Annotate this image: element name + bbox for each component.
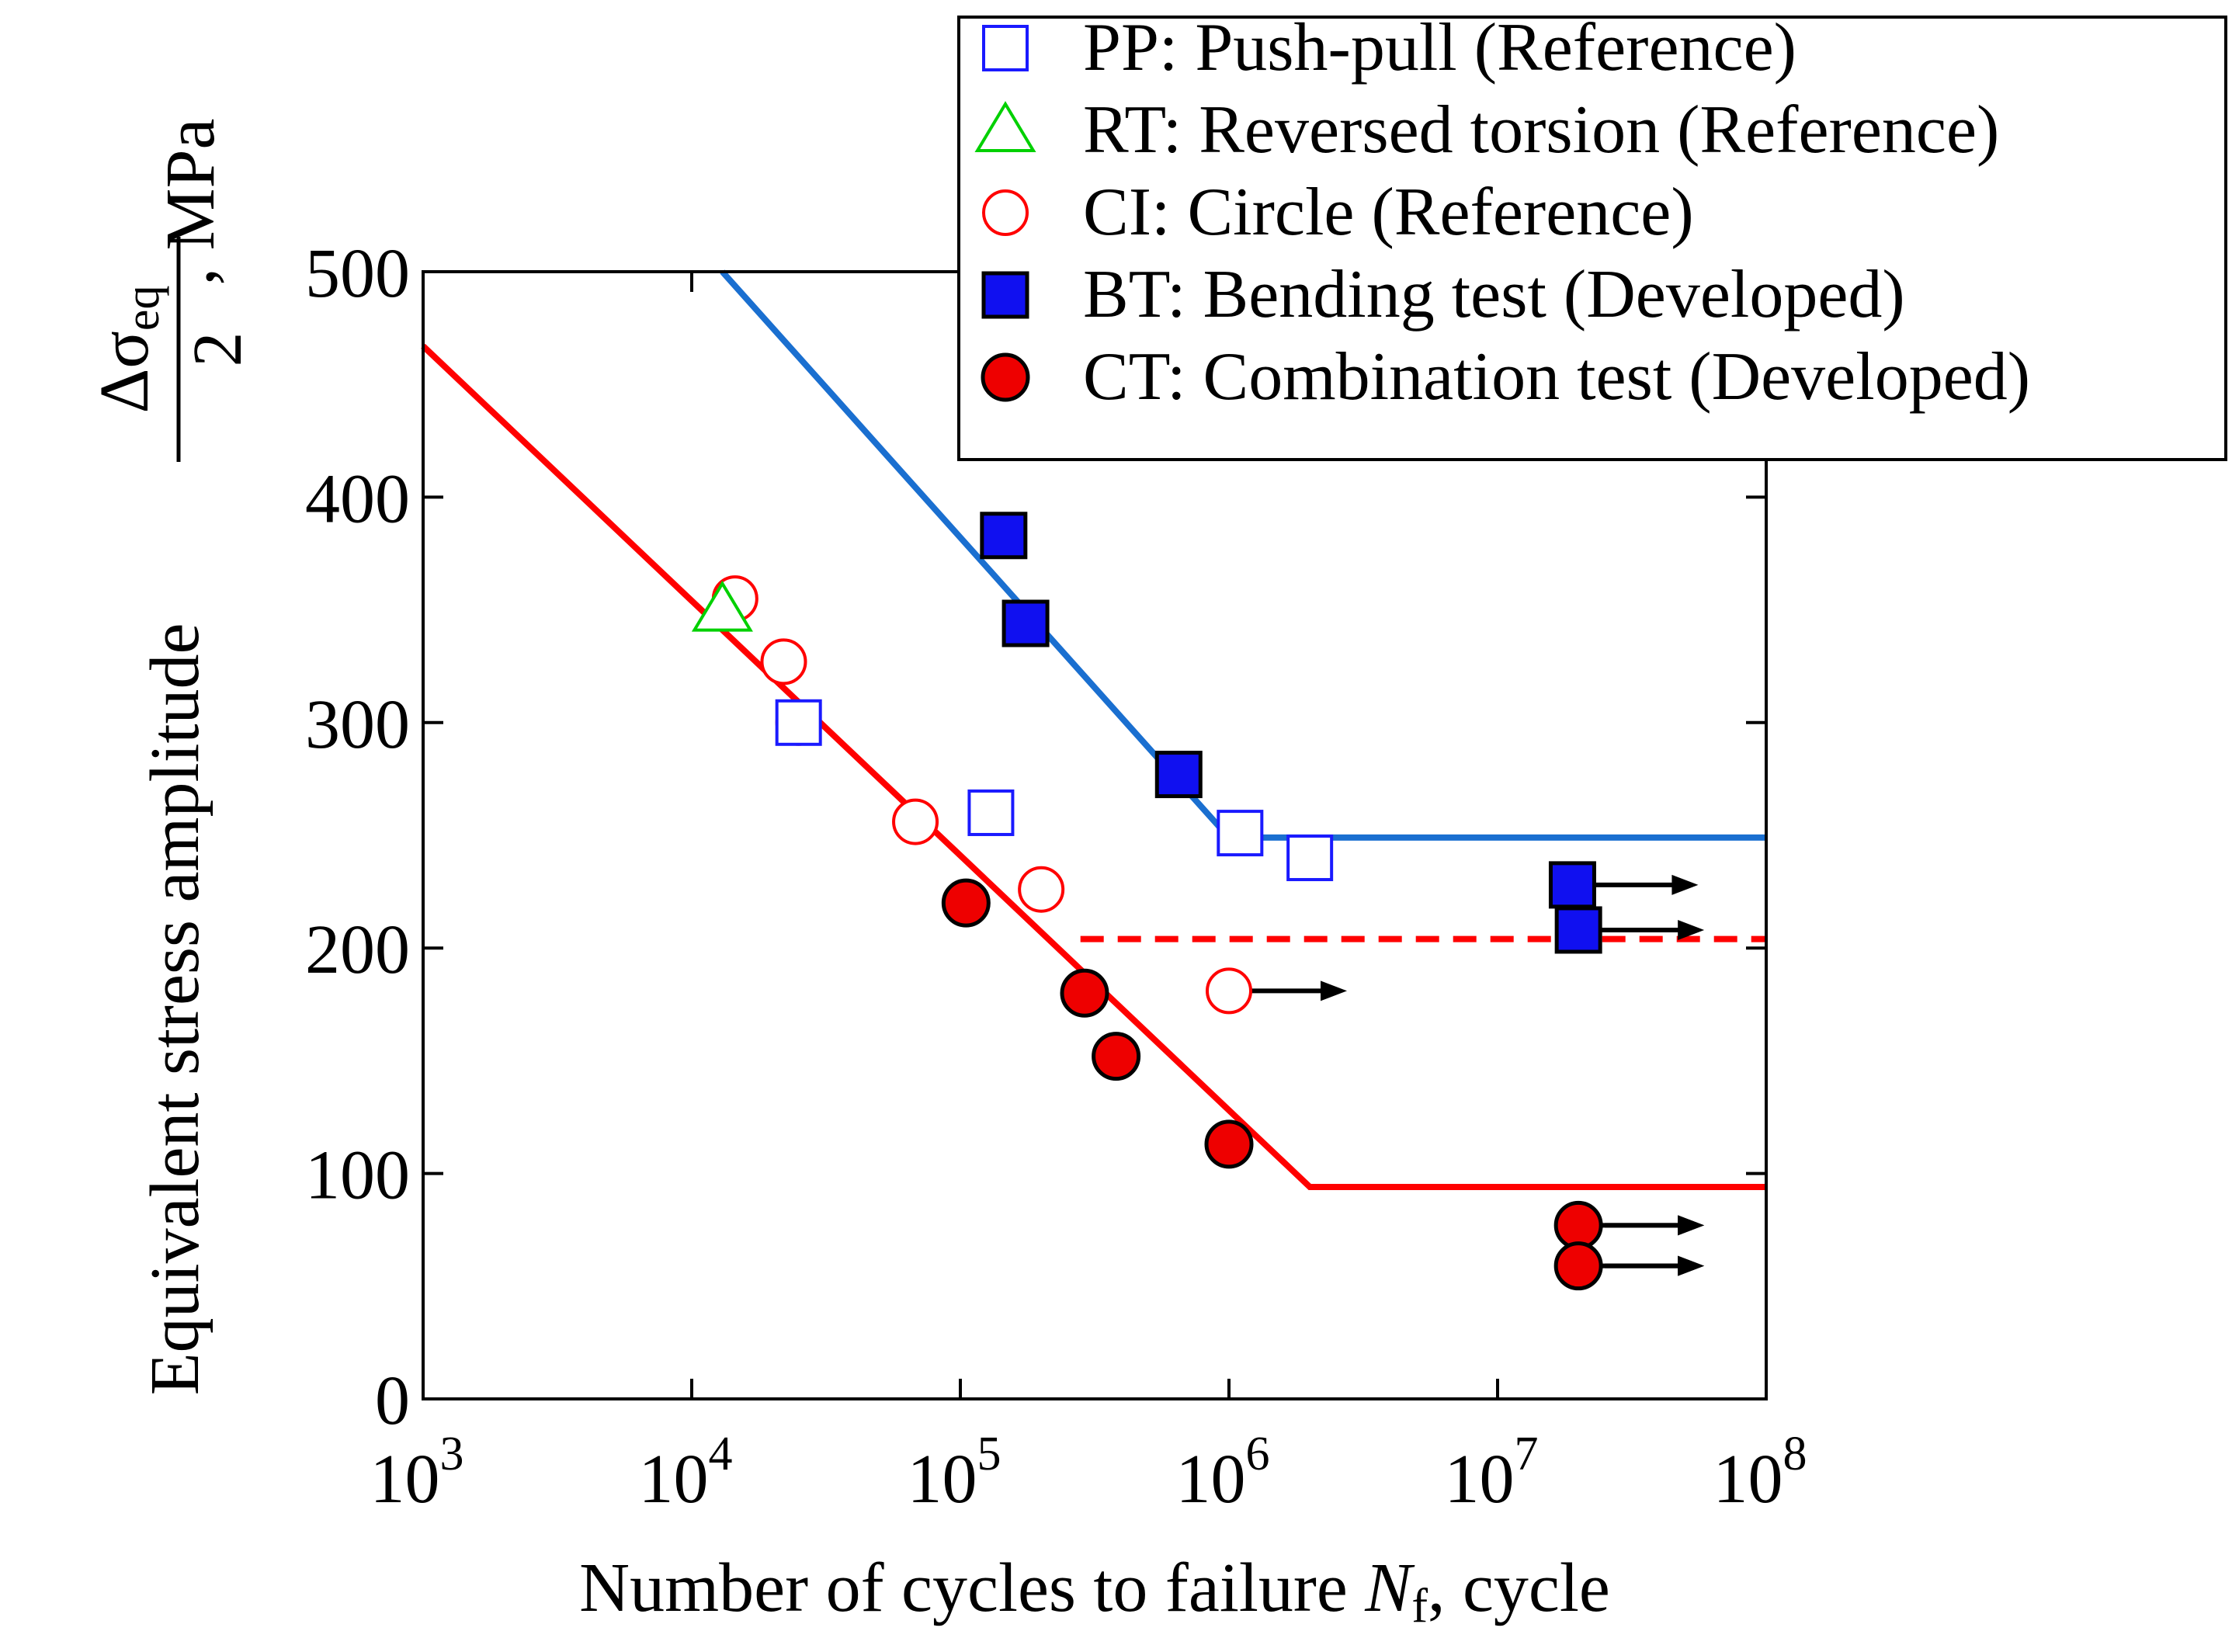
runout-arrowhead bbox=[1678, 1215, 1705, 1236]
data-point bbox=[967, 789, 1015, 836]
y-label-numerator: Δσeq bbox=[86, 286, 169, 414]
y-tick-label: 300 bbox=[305, 686, 410, 763]
y-label-denominator: 2 bbox=[179, 332, 256, 367]
y-tick-label: 500 bbox=[305, 235, 410, 312]
y-axis-label-unit: , MPa bbox=[152, 118, 229, 285]
y-axis-label-fraction: Δσeq 2 bbox=[86, 237, 256, 462]
data-point bbox=[1553, 1200, 1603, 1250]
data-point bbox=[1060, 968, 1109, 1018]
y-label-unit: , MPa bbox=[152, 118, 229, 285]
x-tick-label: 107 bbox=[1445, 1428, 1539, 1518]
x-tick-base: 10 bbox=[908, 1441, 977, 1518]
x-tick-base: 10 bbox=[639, 1441, 709, 1518]
legend-label: CT: Combination test (Developed) bbox=[1083, 339, 2030, 415]
data-markers bbox=[691, 512, 1705, 1291]
data-point bbox=[1092, 1032, 1141, 1081]
legend-marker bbox=[982, 189, 1029, 236]
x-tick-label: 103 bbox=[370, 1428, 464, 1518]
y-axis-label-main: Equivalent stress amplitude bbox=[137, 623, 213, 1396]
data-point bbox=[1018, 866, 1065, 913]
data-point bbox=[1554, 906, 1602, 954]
x-tick-label: 108 bbox=[1713, 1428, 1807, 1518]
legend-label: BT: Bending test (Developed) bbox=[1083, 257, 1905, 332]
legend-box bbox=[957, 16, 2227, 461]
data-point bbox=[1154, 751, 1203, 799]
x-tick-exponent: 4 bbox=[709, 1428, 733, 1480]
data-point bbox=[760, 638, 807, 685]
legend: PP: Push-pull (Reference)RT: Reversed to… bbox=[957, 10, 2227, 461]
data-point bbox=[1206, 967, 1252, 1015]
legend-label: PP: Push-pull (Reference) bbox=[1083, 10, 1796, 85]
legend-label: RT: Reversed torsion (Reference) bbox=[1083, 92, 1999, 168]
legend-label: CI: Circle (Reference) bbox=[1083, 175, 1694, 250]
legend-marker bbox=[982, 25, 1029, 71]
x-tick-exponent: 8 bbox=[1783, 1428, 1807, 1480]
runout-arrowhead bbox=[1678, 1255, 1705, 1276]
data-point bbox=[1548, 861, 1596, 909]
data-point bbox=[941, 878, 991, 928]
runout-arrowhead bbox=[1671, 874, 1699, 895]
data-point bbox=[1217, 810, 1264, 857]
x-tick-exponent: 6 bbox=[1246, 1428, 1270, 1480]
data-point bbox=[775, 699, 822, 746]
data-point bbox=[1204, 1119, 1254, 1169]
x-tick-label: 106 bbox=[1176, 1428, 1270, 1518]
legend-marker bbox=[974, 101, 1036, 152]
y-axis-label: Equivalent stress amplitude bbox=[137, 623, 213, 1396]
data-point bbox=[1286, 835, 1334, 882]
data-point bbox=[1001, 599, 1050, 647]
data-point bbox=[691, 580, 753, 632]
x-tick-base: 10 bbox=[1176, 1441, 1246, 1518]
y-tick-label: 200 bbox=[305, 911, 410, 988]
x-tick-label: 105 bbox=[908, 1428, 1001, 1518]
legend-marker bbox=[981, 352, 1030, 402]
x-tick-base: 10 bbox=[1713, 1441, 1783, 1518]
x-tick-base: 10 bbox=[1445, 1441, 1515, 1518]
x-tick-exponent: 5 bbox=[977, 1428, 1001, 1480]
y-tick-label: 400 bbox=[305, 460, 410, 537]
x-tick-label: 104 bbox=[639, 1428, 733, 1518]
data-point bbox=[892, 798, 939, 845]
x-tick-exponent: 3 bbox=[440, 1428, 464, 1480]
x-axis-label: Number of cycles to failure Nf, cycle bbox=[579, 1550, 1610, 1633]
x-tick-labels: 103 104 105 106 107 108 bbox=[370, 1428, 1807, 1518]
y-tick-labels: 0 100 200 300 400 500 bbox=[305, 235, 410, 1439]
data-point bbox=[980, 512, 1028, 560]
x-tick-base: 10 bbox=[370, 1441, 440, 1518]
runout-arrowhead bbox=[1678, 919, 1705, 940]
y-tick-label: 100 bbox=[305, 1137, 410, 1214]
legend-marker bbox=[981, 271, 1029, 319]
runout-arrowhead bbox=[1321, 980, 1347, 1001]
y-tick-label: 0 bbox=[375, 1362, 410, 1439]
data-point bbox=[1553, 1241, 1603, 1291]
x-tick-exponent: 7 bbox=[1515, 1428, 1539, 1480]
